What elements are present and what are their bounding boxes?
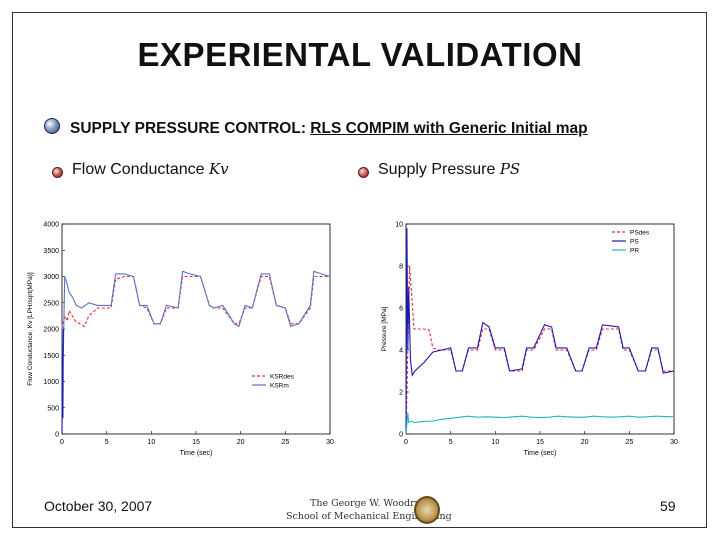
legend-label: KSRdes bbox=[270, 374, 295, 381]
flow-conductance-chart: 0 5 10 15 20 25 30 0 500 1000 1500 2000 2500 3000 3500… bbox=[27, 222, 334, 458]
y-tick-label: 4000 bbox=[43, 222, 59, 229]
y-axis-label: Flow Conductance, Kv [LPH/sqrt(MPa)] bbox=[27, 272, 34, 386]
bullet-underlined: RLS COMPIM with Generic Initial map bbox=[310, 120, 588, 137]
footer-date: October 30, 2007 bbox=[44, 498, 153, 514]
main-bullet-text: SUPPLY PRESSURE CONTROL: RLS COMPIM with… bbox=[70, 120, 588, 138]
x-tick-label: 25 bbox=[625, 439, 633, 446]
bullet-icon bbox=[44, 118, 60, 134]
y-tick-label: 3500 bbox=[43, 248, 59, 255]
y-tick-label: 10 bbox=[395, 222, 403, 229]
school-seal-icon bbox=[414, 496, 440, 524]
x-tick-label: 25 bbox=[281, 439, 289, 446]
y-tick-label: 2500 bbox=[43, 300, 59, 307]
y-tick-label: 8 bbox=[399, 264, 403, 271]
sub-right-text: Supply Pressure bbox=[378, 161, 500, 178]
series-line-aux bbox=[61, 328, 64, 435]
ps-symbol: PS bbox=[499, 160, 521, 178]
legend-label: PS bbox=[630, 239, 639, 246]
x-tick-label: 0 bbox=[60, 439, 64, 446]
x-tick-label: 30 bbox=[326, 439, 334, 446]
y-tick-label: 1000 bbox=[43, 379, 59, 386]
y-tick-label: 3000 bbox=[43, 274, 59, 281]
bullet-prefix: SUPPLY PRESSURE CONTROL: bbox=[70, 120, 311, 137]
x-tick-label: 5 bbox=[105, 439, 109, 446]
legend-label: PSdes bbox=[630, 230, 650, 237]
x-axis-label: Time (sec) bbox=[524, 450, 557, 457]
x-tick-label: 20 bbox=[237, 439, 245, 446]
legend-label: PR bbox=[630, 248, 639, 255]
x-tick-label: 30 bbox=[670, 439, 678, 446]
plot-area bbox=[405, 223, 675, 435]
legend-label: KSRm bbox=[270, 383, 289, 390]
slide-title: EXPERIENTAL VALIDATION bbox=[137, 36, 583, 73]
series-line-ksrm bbox=[61, 270, 331, 356]
x-tick-label: 20 bbox=[581, 439, 589, 446]
logo-line1: The George W. Woodruff bbox=[310, 498, 428, 509]
school-logo: The George W. Woodruff School of Mechani… bbox=[282, 496, 452, 526]
y-tick-label: 0 bbox=[55, 432, 59, 439]
logo-line2: School of Mechanical Engineering bbox=[286, 511, 452, 522]
y-tick-label: 500 bbox=[47, 405, 59, 412]
series-line-ps bbox=[405, 228, 675, 435]
x-tick-label: 10 bbox=[147, 439, 155, 446]
slide-frame bbox=[12, 12, 707, 528]
page-number: 59 bbox=[660, 498, 676, 514]
sub-bullet-icon bbox=[358, 167, 369, 178]
x-tick-label: 0 bbox=[404, 439, 408, 446]
y-tick-label: 2 bbox=[399, 390, 403, 397]
y-tick-label: 2000 bbox=[43, 327, 59, 334]
x-tick-label: 15 bbox=[536, 439, 544, 446]
sub-left-text: Flow Conductance bbox=[72, 161, 209, 178]
y-tick-label: 0 bbox=[399, 432, 403, 439]
sub-bullet-left: Flow Conductance Kv bbox=[72, 160, 229, 179]
plot-area bbox=[61, 223, 331, 435]
sub-bullet-right: Supply Pressure PS bbox=[378, 160, 520, 179]
y-tick-label: 1500 bbox=[43, 353, 59, 360]
y-tick-label: 6 bbox=[399, 306, 403, 313]
x-tick-label: 5 bbox=[449, 439, 453, 446]
kv-symbol: Kv bbox=[208, 160, 229, 178]
series-line-pr bbox=[405, 412, 675, 435]
y-axis-label: Pressure [MPa] bbox=[381, 306, 388, 351]
supply-pressure-chart: 0 5 10 15 20 25 30 0 2 4 6 8 10 Time (sec) Pressure [M… bbox=[381, 222, 678, 458]
sub-bullet-icon bbox=[52, 167, 63, 178]
x-tick-label: 15 bbox=[192, 439, 200, 446]
y-tick-label: 4 bbox=[399, 348, 403, 355]
x-tick-label: 10 bbox=[491, 439, 499, 446]
x-axis-label: Time (sec) bbox=[180, 450, 213, 457]
